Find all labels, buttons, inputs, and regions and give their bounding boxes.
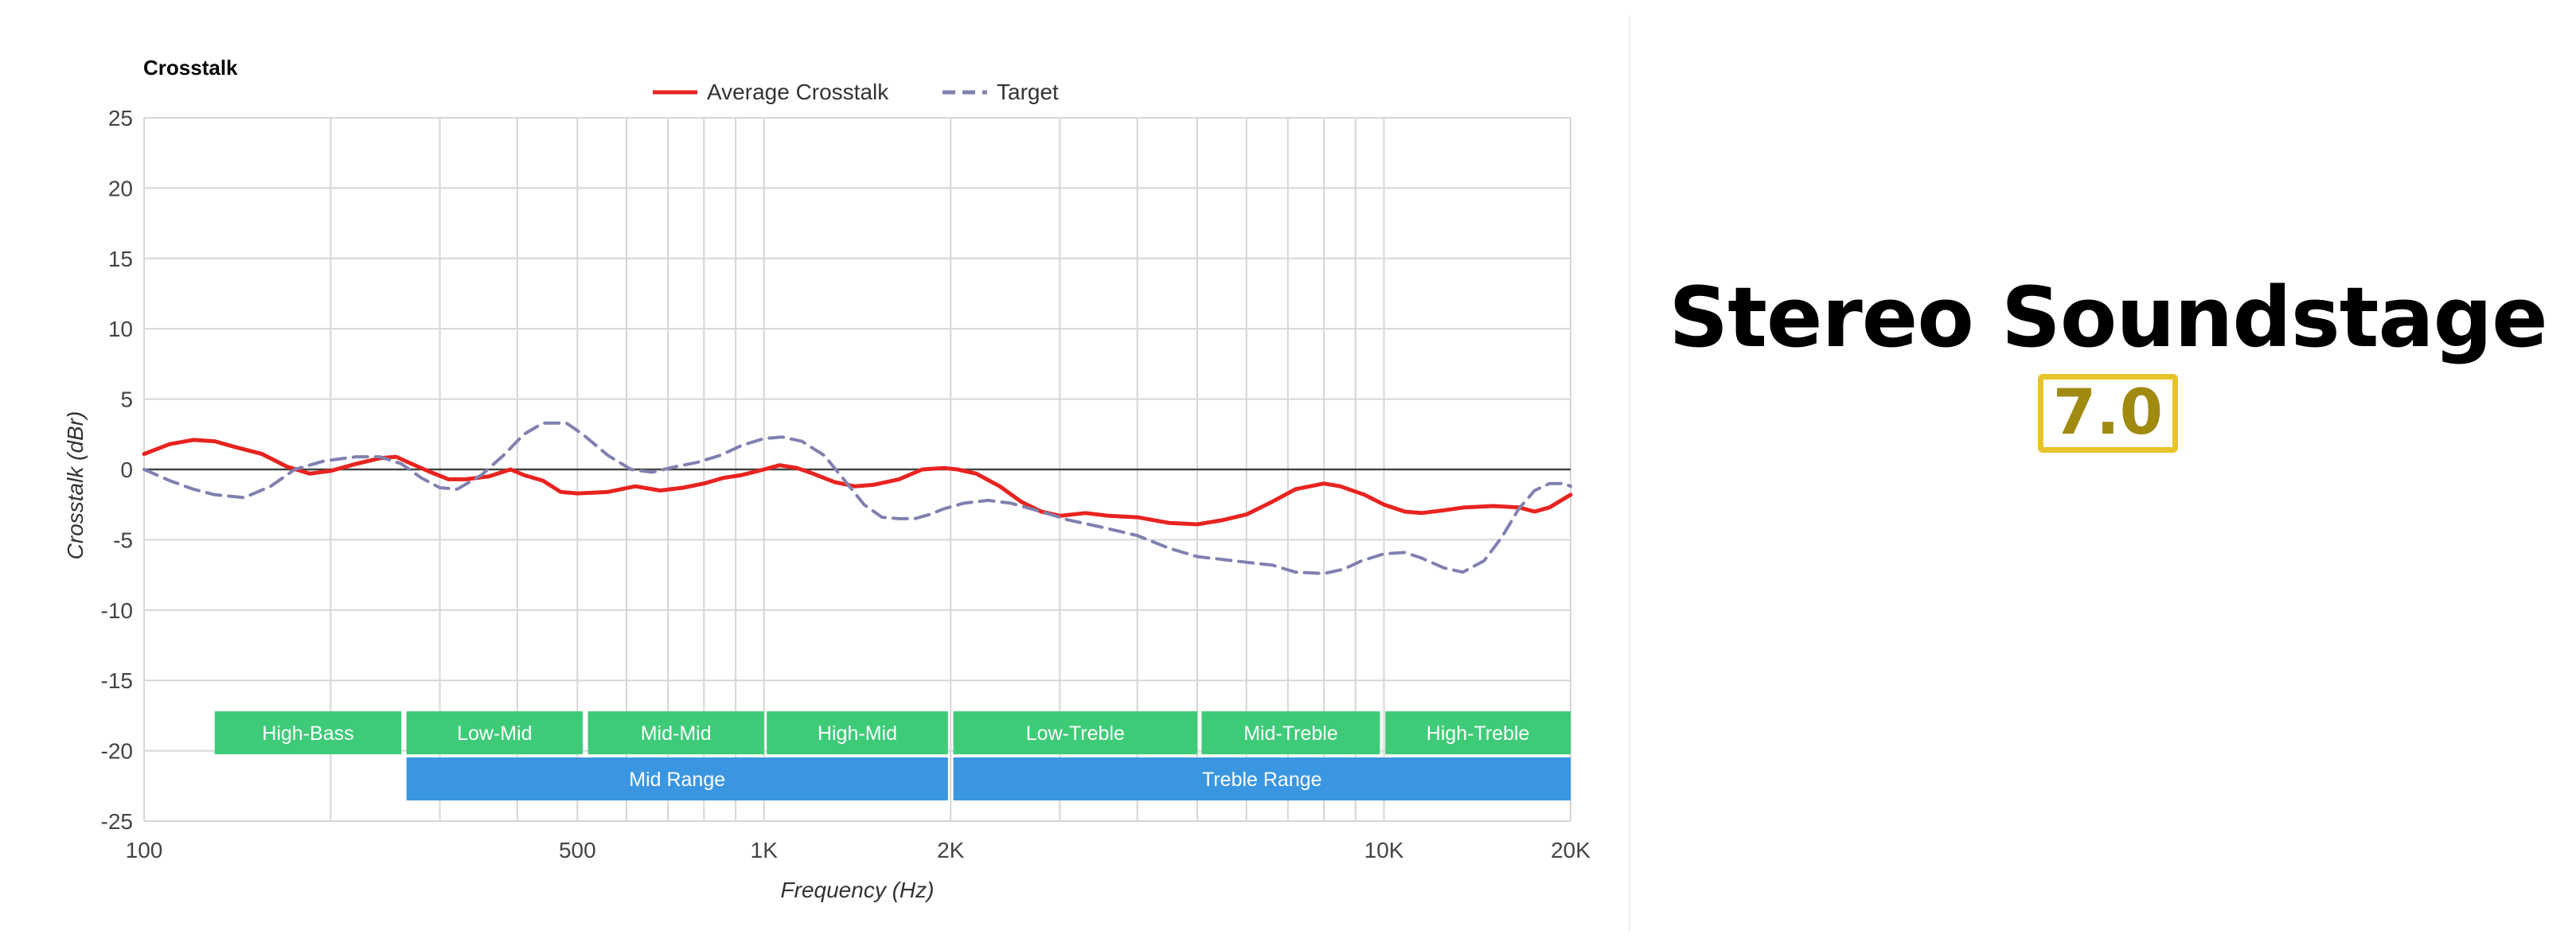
frequency-band-label: High-Mid bbox=[818, 722, 897, 745]
range-band-label: Mid Range bbox=[629, 769, 725, 791]
score-value: 7.0 bbox=[2052, 376, 2164, 449]
frequency-band bbox=[587, 711, 764, 754]
x-tick-label: 100 bbox=[126, 838, 163, 862]
frequency-band-label: Low-Treble bbox=[1026, 722, 1125, 745]
range-band bbox=[406, 757, 948, 800]
y-tick-label: 25 bbox=[108, 106, 133, 130]
y-tick-label: -10 bbox=[101, 598, 133, 623]
y-tick-label: 0 bbox=[120, 457, 133, 482]
legend-label-target: Target bbox=[997, 80, 1059, 104]
frequency-band bbox=[1385, 711, 1571, 754]
frequency-band-label: Low-Mid bbox=[457, 722, 532, 745]
frequency-band-label: High-Treble bbox=[1427, 722, 1530, 745]
range-band-label: Treble Range bbox=[1202, 769, 1322, 791]
frequency-band bbox=[1201, 711, 1380, 754]
frequency-band bbox=[767, 711, 948, 754]
axes: 25 20 15 10 5 0 -5 -10 -15 -20 -25 100 500 1K 2K 10K 20K bbox=[101, 106, 1591, 862]
frequency-band-label: High-Bass bbox=[262, 722, 353, 745]
frequency-band bbox=[953, 711, 1198, 754]
chart-title: Crosstalk bbox=[143, 56, 238, 80]
chart-panel: Crosstalk Average Crosstalk Target High-… bbox=[32, 16, 1624, 931]
crosstalk-chart: Crosstalk Average Crosstalk Target High-… bbox=[63, 56, 1591, 902]
x-tick-label: 20K bbox=[1551, 838, 1590, 862]
frequency-band bbox=[406, 711, 584, 754]
y-axis-label: Crosstalk (dBr) bbox=[63, 411, 88, 560]
y-tick-label: 10 bbox=[108, 317, 133, 341]
y-tick-label: -15 bbox=[101, 668, 133, 693]
score-title: Stereo Soundstage bbox=[1669, 269, 2547, 366]
series-lines bbox=[142, 421, 1573, 575]
y-tick-label: -5 bbox=[113, 528, 133, 552]
x-tick-label: 10K bbox=[1364, 838, 1404, 862]
panel-divider bbox=[1629, 16, 1630, 931]
y-tick-label: 5 bbox=[120, 387, 133, 412]
y-tick-label: -20 bbox=[101, 739, 133, 764]
frequency-band-label: Mid-Mid bbox=[641, 722, 712, 745]
frequency-band-label: Mid-Treble bbox=[1243, 722, 1338, 745]
series-line-average-crosstalk bbox=[142, 438, 1573, 527]
score-panel: Stereo Soundstage 7.0 bbox=[1640, 269, 2576, 454]
x-tick-label: 1K bbox=[751, 838, 779, 862]
series-line-target bbox=[142, 421, 1572, 575]
legend: Average Crosstalk Target bbox=[653, 80, 1059, 104]
frequency-band bbox=[214, 711, 402, 754]
score-badge: 7.0 bbox=[2037, 373, 2179, 454]
y-tick-label: -25 bbox=[101, 809, 133, 834]
y-tick-label: 15 bbox=[108, 247, 133, 271]
x-tick-label: 500 bbox=[559, 838, 596, 862]
range-band bbox=[953, 757, 1571, 800]
x-axis-label: Frequency (Hz) bbox=[781, 878, 935, 902]
range-bands: High-Bass Low-Mid Mid-Mid High-Mid Low-Trebl… bbox=[214, 711, 1571, 800]
y-tick-label: 20 bbox=[108, 176, 133, 201]
legend-label-average-crosstalk: Average Crosstalk bbox=[707, 80, 889, 104]
x-tick-label: 2K bbox=[937, 838, 965, 862]
